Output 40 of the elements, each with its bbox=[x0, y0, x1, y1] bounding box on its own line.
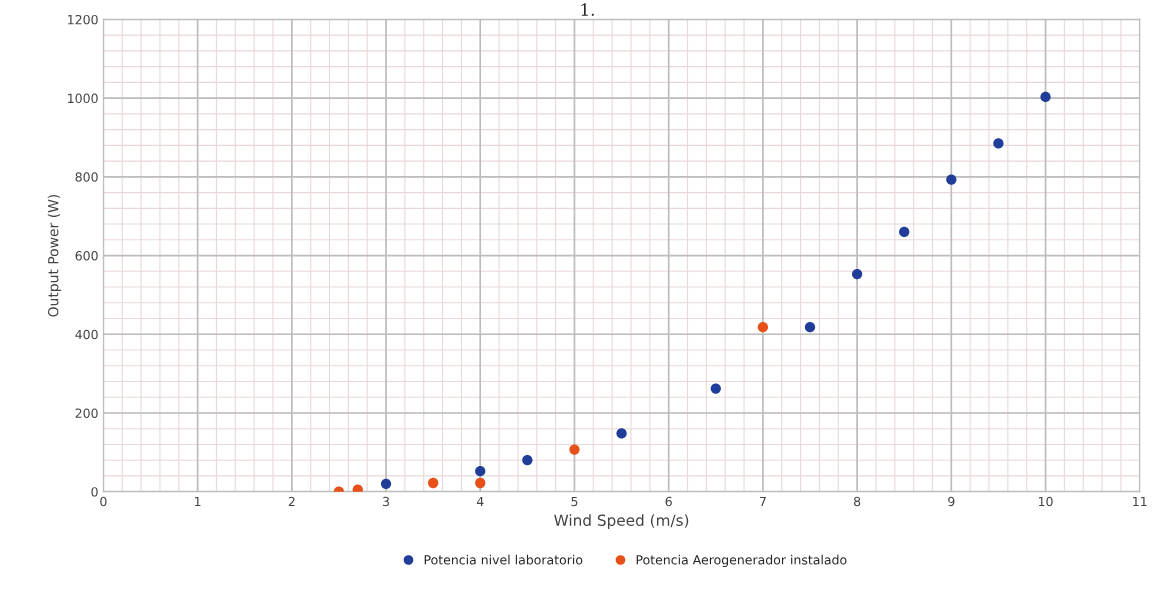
legend-label: Potencia nivel laboratorio bbox=[424, 554, 583, 565]
point bbox=[428, 477, 439, 489]
point bbox=[804, 322, 816, 333]
x-tick-label: 8 bbox=[853, 496, 861, 507]
x-tick-label: 3 bbox=[383, 496, 390, 507]
x-tick-label: 1 bbox=[195, 496, 201, 507]
y-tick-label: 600 bbox=[75, 251, 98, 261]
x-tick-label: 5 bbox=[571, 496, 578, 507]
point bbox=[1040, 91, 1051, 103]
x-tick-label: 11 bbox=[1133, 496, 1147, 507]
point bbox=[475, 477, 486, 489]
x-tick-label: 10 bbox=[1038, 496, 1053, 507]
x-tick-label: 9 bbox=[948, 496, 955, 507]
x-tick-label: 0 bbox=[100, 496, 107, 507]
x-tick-label: 6 bbox=[665, 496, 672, 507]
y-tick-label: 1000 bbox=[68, 93, 98, 104]
point bbox=[946, 174, 957, 185]
y-tick-label: 400 bbox=[75, 329, 98, 340]
point bbox=[352, 484, 363, 492]
x-tick-label: 7 bbox=[759, 496, 766, 507]
point bbox=[899, 226, 910, 238]
point bbox=[710, 383, 721, 394]
x-axis-title: Wind Speed (m/s) bbox=[554, 514, 689, 529]
point bbox=[569, 444, 580, 455]
point bbox=[993, 138, 1004, 149]
point bbox=[475, 466, 486, 477]
y-tick-label: 200 bbox=[75, 408, 98, 418]
y-tick-label: 0 bbox=[91, 487, 98, 497]
point bbox=[522, 455, 533, 466]
y-tick-label: 1200 bbox=[68, 14, 98, 25]
x-tick-label: 4 bbox=[476, 496, 484, 507]
legend-label: Potencia Aerogenerador instalado bbox=[636, 554, 847, 567]
point bbox=[616, 428, 627, 439]
chart-title: 1. bbox=[581, 3, 594, 16]
x-tick-label: 2 bbox=[288, 496, 295, 507]
point bbox=[851, 268, 863, 280]
y-tick-label: 800 bbox=[75, 172, 98, 182]
point bbox=[380, 478, 392, 489]
y-axis-title: Output Power (W) bbox=[47, 194, 62, 317]
point bbox=[757, 322, 769, 333]
